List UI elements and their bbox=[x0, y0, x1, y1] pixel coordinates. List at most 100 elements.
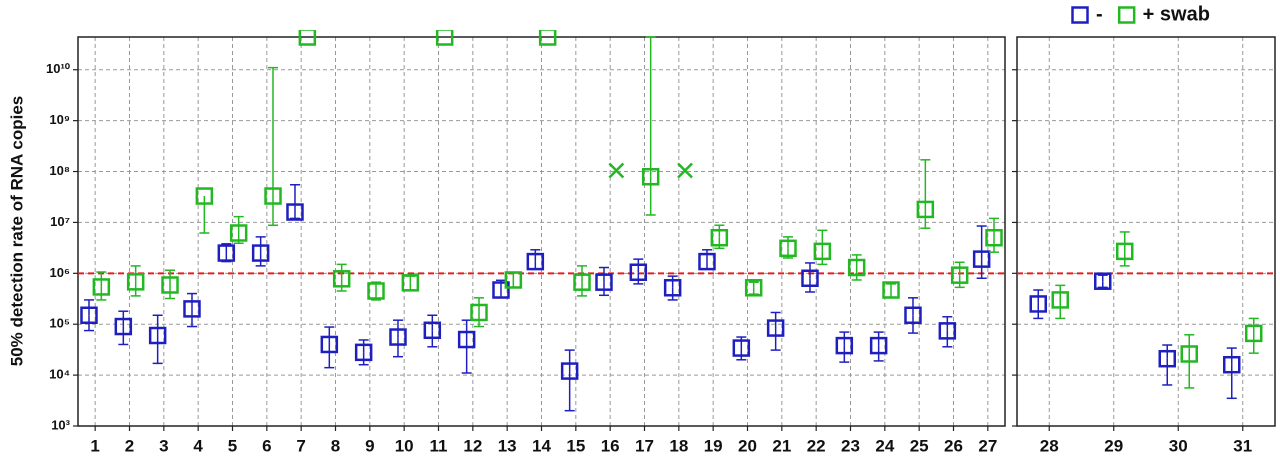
data-point bbox=[470, 303, 488, 322]
data-point bbox=[389, 328, 407, 346]
data-point bbox=[904, 306, 922, 325]
data-point bbox=[195, 187, 214, 205]
data-point bbox=[882, 281, 900, 299]
x-tick-label: 27 bbox=[978, 436, 997, 455]
data-point bbox=[1223, 355, 1241, 374]
data-point bbox=[1245, 324, 1263, 343]
x-tick-label: 3 bbox=[159, 436, 168, 455]
data-point bbox=[608, 162, 625, 179]
x-tick-label: 2 bbox=[125, 436, 134, 455]
data-point bbox=[286, 203, 304, 221]
data-point bbox=[732, 339, 751, 357]
data-point bbox=[950, 266, 969, 284]
plot-area bbox=[80, 30, 1003, 412]
legend-label: - bbox=[1096, 3, 1103, 25]
data-point bbox=[183, 300, 201, 318]
data-point bbox=[298, 30, 317, 46]
x-tick-label: 16 bbox=[601, 436, 620, 455]
data-point bbox=[779, 239, 797, 258]
y-tick-label: 10⁴ bbox=[49, 367, 70, 382]
x-tick-label: 18 bbox=[669, 436, 688, 455]
x-tick-label: 22 bbox=[807, 436, 826, 455]
data-point bbox=[847, 258, 866, 277]
data-point bbox=[869, 336, 888, 355]
data-point bbox=[710, 228, 729, 247]
data-point bbox=[677, 162, 693, 179]
x-tick-label: 31 bbox=[1233, 436, 1252, 455]
data-point bbox=[595, 273, 613, 291]
data-point bbox=[972, 250, 991, 268]
x-tick-label: 14 bbox=[532, 436, 551, 455]
x-tick-label: 1 bbox=[90, 436, 99, 455]
data-point bbox=[80, 306, 98, 325]
x-tick-label: 10 bbox=[395, 436, 414, 455]
legend-marker bbox=[1071, 6, 1089, 24]
data-point bbox=[114, 317, 133, 336]
data-point bbox=[698, 252, 716, 271]
data-point bbox=[251, 244, 270, 262]
data-point bbox=[332, 270, 351, 288]
y-tick-label: 10⁹ bbox=[49, 112, 70, 127]
plot-frame bbox=[77, 36, 1006, 427]
data-point bbox=[354, 343, 373, 362]
data-point bbox=[435, 30, 454, 46]
data-point bbox=[985, 228, 1003, 247]
legend-marker bbox=[1117, 6, 1136, 24]
x-tick-label: 19 bbox=[704, 436, 723, 455]
data-point bbox=[560, 362, 579, 380]
x-tick-label: 25 bbox=[910, 436, 929, 455]
x-tick-label: 9 bbox=[365, 436, 374, 455]
data-point bbox=[1180, 345, 1198, 363]
y-tick-label: 10¹⁰ bbox=[46, 61, 71, 76]
data-point bbox=[504, 271, 523, 289]
data-point bbox=[766, 319, 785, 337]
y-tick-label: 10⁸ bbox=[49, 163, 70, 178]
data-point bbox=[126, 273, 145, 291]
y-tick-label: 10⁵ bbox=[49, 316, 70, 331]
data-point bbox=[835, 336, 854, 355]
data-point bbox=[229, 224, 248, 242]
x-tick-label: 6 bbox=[262, 436, 271, 455]
plot-area bbox=[1029, 231, 1263, 400]
data-point bbox=[264, 187, 282, 205]
x-tick-label: 21 bbox=[772, 436, 791, 455]
data-point bbox=[916, 200, 935, 219]
data-point bbox=[148, 326, 167, 345]
y-tick-label: 10³ bbox=[51, 417, 70, 432]
x-tick-label: 24 bbox=[875, 436, 894, 455]
data-point bbox=[629, 263, 648, 281]
x-tick-label: 29 bbox=[1104, 436, 1123, 455]
y-axis-label: 50% detection rate of RNA copies bbox=[7, 96, 26, 367]
data-point bbox=[161, 276, 179, 294]
data-point bbox=[217, 244, 236, 262]
y-tick-label: 10⁶ bbox=[50, 265, 70, 280]
x-tick-label: 7 bbox=[296, 436, 305, 455]
data-point bbox=[401, 274, 420, 292]
plot-frame bbox=[1016, 36, 1276, 427]
data-point bbox=[744, 279, 763, 297]
data-point bbox=[813, 242, 832, 261]
data-point bbox=[423, 321, 442, 340]
x-tick-label: 8 bbox=[331, 436, 340, 455]
x-tick-label: 23 bbox=[841, 436, 860, 455]
data-point bbox=[1158, 349, 1176, 368]
data-point bbox=[320, 335, 339, 354]
data-point bbox=[538, 30, 557, 46]
data-point bbox=[1094, 272, 1112, 290]
x-tick-label: 20 bbox=[738, 436, 757, 455]
data-point bbox=[938, 322, 957, 340]
x-tick-label: 15 bbox=[566, 436, 585, 455]
data-point bbox=[801, 269, 819, 288]
data-point bbox=[457, 330, 476, 349]
x-tick-label: 11 bbox=[430, 436, 448, 455]
legend-label: + swab bbox=[1143, 3, 1210, 25]
x-tick-label: 12 bbox=[463, 436, 482, 455]
y-tick-label: 10⁷ bbox=[50, 214, 70, 229]
x-tick-label: 26 bbox=[944, 436, 963, 455]
data-point bbox=[492, 281, 510, 299]
data-point bbox=[641, 167, 660, 186]
data-point bbox=[1116, 242, 1134, 261]
x-tick-label: 13 bbox=[498, 436, 517, 455]
data-point bbox=[526, 252, 545, 271]
